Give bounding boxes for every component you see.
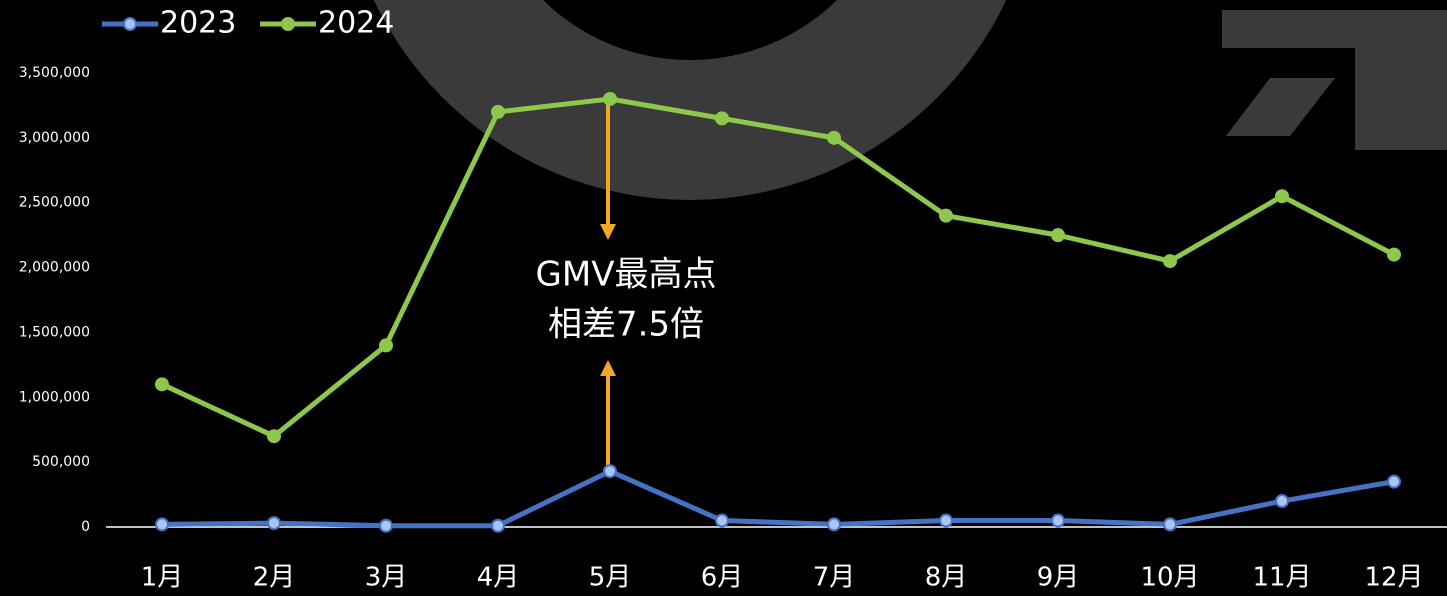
x-tick-label: 8月: [925, 563, 968, 593]
y-tick-label: 1,000,000: [19, 389, 90, 405]
x-tick-label: 9月: [1037, 563, 1080, 593]
y-tick-label: 2,500,000: [19, 195, 90, 211]
x-tick-label: 12月: [1364, 563, 1423, 593]
data-point: [715, 513, 729, 528]
y-tick-label: 0: [81, 519, 90, 535]
x-tick-label: 2月: [253, 563, 296, 593]
data-point: [267, 429, 281, 444]
data-point: [267, 516, 281, 531]
data-point: [939, 208, 953, 223]
x-tick-label: 11月: [1252, 563, 1311, 593]
legend-marker: [123, 17, 137, 31]
y-tick-label: 2,000,000: [19, 260, 90, 276]
data-point: [491, 104, 505, 119]
data-point: [1387, 247, 1401, 262]
data-point: [379, 338, 393, 353]
data-point: [1275, 189, 1289, 204]
x-tick-label: 3月: [365, 563, 408, 593]
x-tick-label: 7月: [813, 563, 856, 593]
x-tick-label: 5月: [589, 563, 632, 593]
legend-label: 2023: [160, 6, 236, 41]
x-tick-label: 6月: [701, 563, 744, 593]
x-tick-label: 4月: [477, 563, 520, 593]
arrow-head: [600, 224, 616, 240]
logo-block: [1222, 10, 1447, 150]
data-point: [603, 91, 617, 106]
legend-marker: [281, 17, 295, 31]
legend-label: 2024: [318, 6, 394, 41]
arrow-head: [600, 360, 616, 376]
data-point: [379, 518, 393, 533]
logo-slash: [1226, 78, 1335, 136]
series-line: [161, 468, 1395, 529]
data-point: [827, 517, 841, 532]
data-point: [1051, 513, 1065, 528]
logo-ring: [373, 0, 1007, 200]
y-tick-label: 500,000: [32, 454, 90, 470]
data-point: [827, 130, 841, 145]
data-point: [603, 464, 617, 479]
data-point: [491, 518, 505, 533]
x-tick-label: 10月: [1140, 563, 1199, 593]
data-point: [1387, 474, 1401, 489]
data-point: [1163, 517, 1177, 532]
data-point: [155, 377, 169, 392]
y-tick-label: 3,500,000: [19, 65, 90, 81]
series-line: [160, 96, 1396, 439]
annotation: 相差7.5倍: [548, 305, 704, 345]
data-point: [939, 513, 953, 528]
background-logo: [373, 0, 1447, 200]
annotation-arrows: [600, 102, 616, 470]
data-point: [1163, 254, 1177, 269]
data-point: [155, 517, 169, 532]
data-point: [1051, 228, 1065, 243]
y-tick-label: 1,500,000: [19, 324, 90, 340]
data-point: [715, 111, 729, 126]
data-point: [1275, 494, 1289, 509]
annotation: GMV最高点: [536, 255, 717, 295]
x-tick-label: 1月: [141, 563, 184, 593]
y-tick-label: 3,000,000: [19, 130, 90, 146]
